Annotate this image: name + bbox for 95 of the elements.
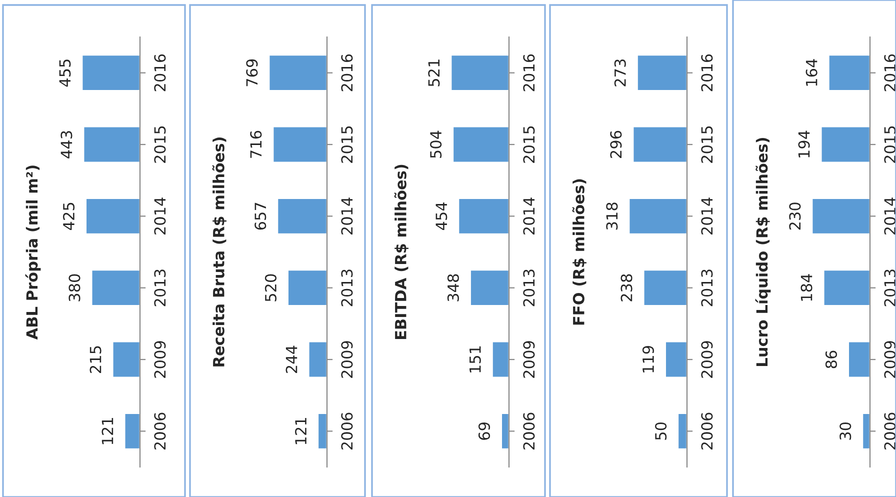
bar [677,412,687,450]
bar [90,269,140,306]
data-label: 244 [286,346,298,373]
data-label: 657 [254,202,266,230]
y-tick-label: 2014 [341,198,353,234]
bar [491,340,509,378]
y-tick-label: 2014 [523,198,535,234]
y-tick-label: 2013 [523,270,535,306]
bar [268,54,327,92]
data-label: 769 [246,59,258,86]
data-label: 184 [800,274,812,301]
bar [85,198,140,235]
y-tick-label: 2006 [341,412,353,450]
y-tick-label: 2015 [523,126,535,163]
data-label: 86 [825,350,838,368]
bar [272,126,327,164]
bar [81,54,140,92]
y-tick-label: 2015 [701,126,713,163]
y-tick-label: 2015 [154,126,166,163]
bar [276,198,327,235]
data-label: 151 [470,346,481,372]
data-label: 30 [840,422,852,440]
data-label: 273 [614,59,626,86]
y-tick-label: 2013 [154,270,166,306]
y-tick-label: 2014 [154,198,166,234]
y-tick-label: 2016 [701,54,713,92]
data-label: 69 [478,422,490,440]
y-tick-label: 2009 [523,341,535,378]
data-label: 380 [68,274,80,302]
bar [308,340,327,378]
y-tick-label: 2013 [884,270,896,306]
data-label: 716 [250,130,262,158]
data-label: 121 [102,418,114,444]
y-tick-label: 2006 [884,412,896,450]
bar [500,412,509,450]
y-tick-label: 2016 [341,54,353,92]
bar [287,269,327,306]
bar [124,412,140,450]
text: Receita Bruta (R$ milhões) [212,138,226,366]
data-label: 238 [620,274,632,302]
y-tick-label: 2016 [523,54,535,92]
data-label: 520 [264,274,276,302]
data-label: 215 [90,346,102,373]
y-tick-label: 2016 [884,54,896,92]
bar [828,54,870,92]
bar [628,198,687,235]
bar [820,126,870,164]
data-label: 455 [59,60,71,87]
bar [458,198,509,235]
bar [470,269,509,306]
data-label: 119 [642,346,654,372]
data-label: 425 [62,202,75,230]
text: EBITDA (R$ milhões) [394,164,408,340]
data-label: 318 [606,202,618,230]
y-tick-label: 2013 [341,270,353,306]
data-label: 443 [60,131,72,158]
y-tick-label: 2006 [701,412,713,450]
data-label: 50 [655,422,667,440]
data-label: 521 [428,60,440,86]
y-tick-label: 2015 [884,126,896,163]
data-label: 230 [789,202,801,230]
y-tick-label: 2009 [154,341,166,378]
bar [822,269,870,306]
y-tick-label: 2015 [341,126,353,163]
bar [82,126,140,164]
y-tick-label: 2016 [154,54,166,92]
bar [112,340,140,378]
bar [632,126,687,164]
y-tick-label: 2013 [701,270,713,306]
text: FFO (R$ milhões) [572,179,586,325]
bar [636,54,687,92]
data-label: 194 [798,130,810,158]
y-tick-label: 2014 [701,198,713,234]
bar [642,269,687,306]
bar [450,54,509,92]
data-label: 296 [610,130,622,158]
data-label: 121 [295,418,306,444]
y-tick-label: 2006 [523,412,535,450]
y-tick-label: 2006 [154,412,166,450]
bar [317,412,327,450]
y-tick-label: 2014 [884,198,896,234]
bar [862,412,870,450]
y-tick-label: 2009 [341,341,353,378]
data-label: 164 [806,59,818,86]
bar [452,126,509,164]
bar [811,198,870,235]
y-tick-label: 2009 [884,341,896,378]
data-label: 454 [436,202,448,230]
text: ABL Própria (mil m²) [25,166,41,340]
data-label: 348 [447,274,459,302]
text: Lucro Líquido (R$ milhões) [755,138,771,366]
bar [848,340,870,378]
data-label: 504 [430,130,442,158]
y-tick-label: 2009 [701,341,713,378]
bar [664,340,687,378]
